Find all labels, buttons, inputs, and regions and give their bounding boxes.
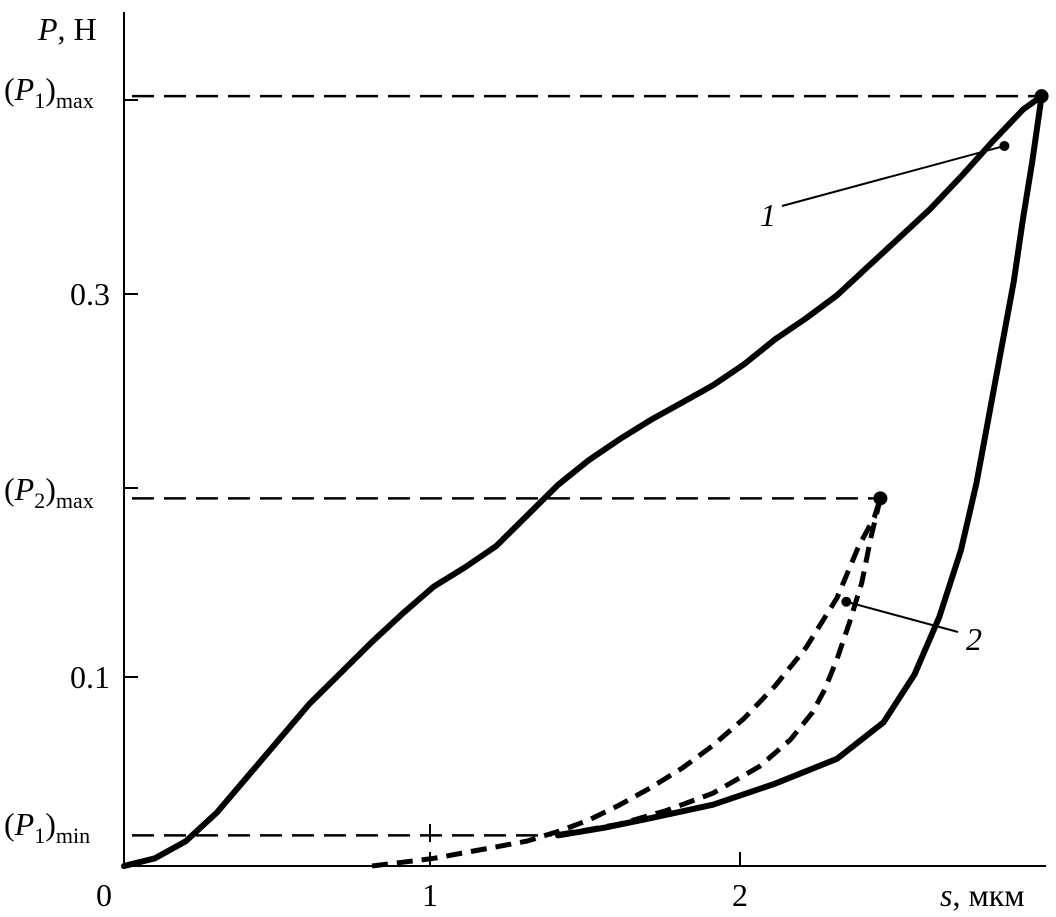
callout-1-leader (781, 144, 1005, 207)
callout-2-leader (846, 600, 959, 633)
ref-suffix: max (56, 488, 94, 513)
x-axis-title: s, мкм (940, 877, 1025, 913)
ref-sub: 2 (34, 488, 45, 513)
x-axis-var: s (940, 877, 952, 913)
series-2-peak-point (873, 491, 888, 506)
y-axis-title: P, Н (37, 11, 97, 47)
y-axis-var: P (37, 11, 58, 47)
series-1-unloading-curve (555, 93, 1045, 839)
ref-sub: 1 (34, 88, 45, 113)
ref-suffix: max (56, 88, 94, 113)
callout-1-label: 1 (760, 197, 776, 233)
origin-label: 0 (96, 877, 112, 913)
callout-1-dot (999, 140, 1010, 151)
ref-label-p2-max: (P2)max (4, 471, 94, 513)
ref-suffix: min (56, 823, 90, 848)
x-ticks: 1 2 (422, 824, 748, 913)
series-2-unloading-curve (551, 497, 883, 838)
callout-2-dot (841, 596, 852, 607)
y-axis-unit: , Н (58, 11, 97, 47)
ref-label-p1-max: (P1)max (4, 71, 94, 113)
ref-var: P (14, 471, 35, 507)
callout-2-label: 2 (966, 621, 982, 657)
series-1-peak-point (1034, 89, 1049, 104)
ref-sub: 1 (34, 823, 45, 848)
ref-var: P (14, 806, 35, 842)
ref-label-p1-min: (P1)min (4, 806, 90, 848)
y-ticks: 0.1 0.3 (70, 99, 138, 695)
x-axis-unit: , мкм (952, 877, 1024, 913)
ref-var: P (14, 71, 35, 107)
x-tick-label-2: 2 (732, 877, 748, 913)
x-tick-label-1: 1 (422, 877, 438, 913)
y-tick-label-0.1: 0.1 (70, 659, 110, 695)
series-2-loading-curve (371, 497, 883, 869)
series-1-loading-curve (121, 93, 1045, 869)
y-tick-label-0.3: 0.3 (70, 276, 110, 312)
